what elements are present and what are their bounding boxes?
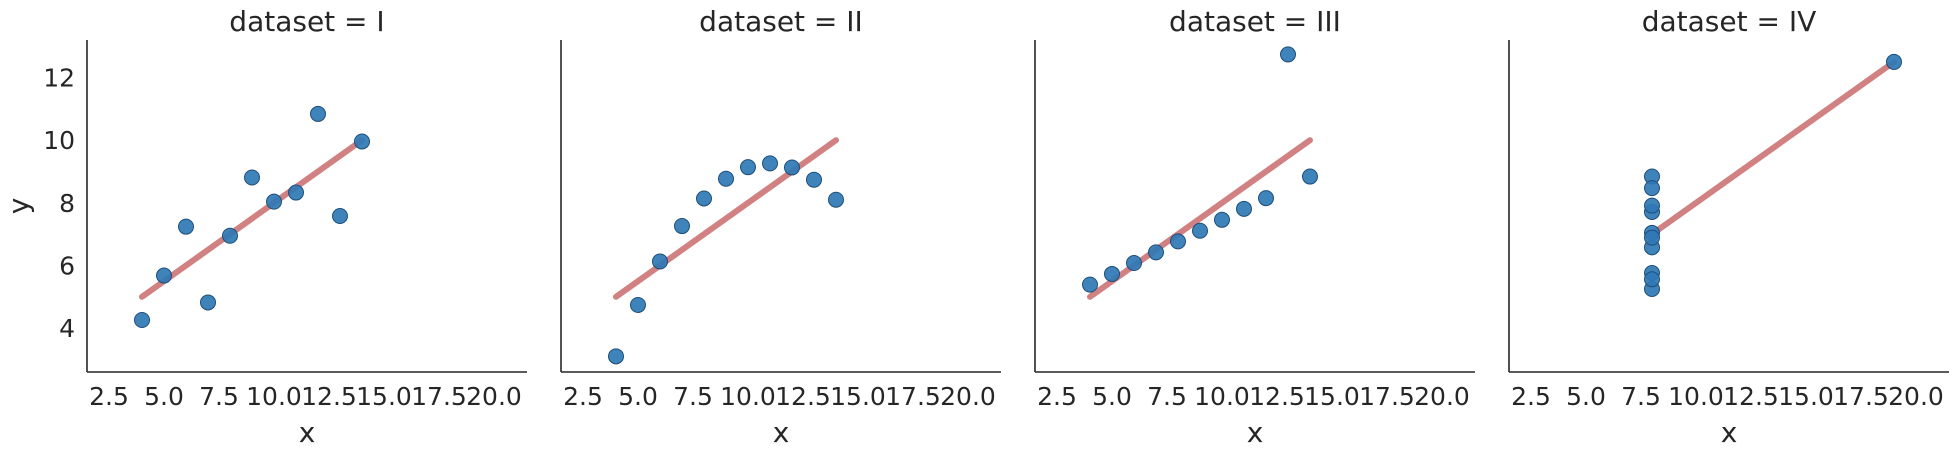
panel-4-x-tick-label: 10.0 <box>1668 382 1724 411</box>
panel-1-y-tick-label: 12 <box>43 64 75 93</box>
panel-4-x-tick-label: 12.5 <box>1723 382 1779 411</box>
panel-3-x-tick-label: 2.5 <box>1037 382 1077 411</box>
panel-3-point <box>1126 255 1142 272</box>
panel-3-point <box>1258 190 1274 207</box>
panel-3-x-tick-label: 15.0 <box>1304 382 1360 411</box>
panel-1-point <box>244 169 260 186</box>
panel-4-point <box>1886 53 1902 70</box>
panel-4-x-tick-label: 2.5 <box>1511 382 1551 411</box>
panel-2-point <box>652 253 668 270</box>
panel-2-point <box>608 348 624 365</box>
panel-1-y-tick-label: 6 <box>59 252 75 281</box>
panel-4-point <box>1644 197 1660 214</box>
panel-4-point <box>1644 180 1660 197</box>
panel-2-point <box>740 159 756 176</box>
panel-3-point <box>1214 211 1230 228</box>
panel-2-point <box>784 159 800 176</box>
panel-3-point <box>1280 46 1296 63</box>
panel-1-fit-line <box>139 137 365 300</box>
panel-2-point <box>718 170 734 187</box>
panel-2-x-tick-label: 10.0 <box>720 382 776 411</box>
panel-2-x-tick-label: 5.0 <box>618 382 658 411</box>
panel-4-x-tick-label: 7.5 <box>1621 382 1661 411</box>
panel-1-x-tick-label: 20.0 <box>466 382 522 411</box>
panel-1-point <box>332 208 348 225</box>
panel-3-x-tick-label: 5.0 <box>1092 382 1132 411</box>
panel-3-point <box>1170 233 1186 250</box>
panel-3-point <box>1082 276 1098 293</box>
panel-1-x-tick-label: 5.0 <box>144 382 184 411</box>
panel-1-x-tick-label: 12.5 <box>301 382 357 411</box>
panel-1-x-tick-label: 2.5 <box>89 382 129 411</box>
panel-2-x-tick-label: 12.5 <box>775 382 831 411</box>
panel-1-point <box>134 312 150 329</box>
panel-1-x-tick-label: 15.0 <box>356 382 412 411</box>
panel-2-x-tick-label: 7.5 <box>673 382 713 411</box>
panel-1-x-tick-label: 7.5 <box>199 382 239 411</box>
panel-1-y-tick-label: 8 <box>59 189 75 218</box>
panel-1-x-tick-label: 10.0 <box>246 382 302 411</box>
panel-3-x-tick-label: 12.5 <box>1249 382 1305 411</box>
panel-4-x-tick-label: 17.5 <box>1833 382 1889 411</box>
panel-2-point <box>762 155 778 172</box>
panel-1-point <box>200 294 216 311</box>
panel-4-x-tick-label: 5.0 <box>1566 382 1606 411</box>
panel-1-x-axis-label: x <box>299 416 316 449</box>
panel-2-point <box>828 191 844 208</box>
panel-3-point <box>1236 200 1252 217</box>
panel-1-point <box>156 267 172 284</box>
panel-1-point <box>310 105 326 122</box>
panel-1-point <box>288 184 304 201</box>
panel-2-x-tick-label: 15.0 <box>830 382 886 411</box>
panel-4-x-tick-label: 20.0 <box>1888 382 1944 411</box>
panel-2-x-axis-label: x <box>773 416 790 449</box>
panel-3-point <box>1192 222 1208 239</box>
panel-1-point <box>266 193 282 210</box>
panel-1-point <box>178 218 194 235</box>
panel-3-x-tick-label: 17.5 <box>1359 382 1415 411</box>
panel-4-x-axis-label: x <box>1721 416 1738 449</box>
panel-4-point <box>1644 229 1660 246</box>
panel-1-point <box>354 133 370 150</box>
panel-2-x-tick-label: 20.0 <box>940 382 996 411</box>
panel-1-y-tick-label: 10 <box>43 126 75 155</box>
panel-1-title: dataset = I <box>229 5 384 38</box>
panel-2-x-tick-label: 17.5 <box>885 382 941 411</box>
panel-3-title: dataset = III <box>1169 5 1341 38</box>
panel-3-point <box>1104 265 1120 282</box>
y-axis-label: y <box>2 198 35 215</box>
panel-2-point <box>630 296 646 313</box>
panel-2-point <box>696 190 712 207</box>
panel-1-point <box>222 227 238 244</box>
panel-4-title: dataset = IV <box>1642 5 1817 38</box>
panel-4-fit-line <box>1649 58 1897 238</box>
panel-3-x-tick-label: 7.5 <box>1147 382 1187 411</box>
panel-4-x-tick-label: 15.0 <box>1778 382 1834 411</box>
panel-3-point <box>1148 244 1164 261</box>
panel-2-x-tick-label: 2.5 <box>563 382 603 411</box>
panel-3-x-tick-label: 10.0 <box>1194 382 1250 411</box>
panel-2-title: dataset = II <box>699 5 863 38</box>
panel-4-point <box>1644 271 1660 288</box>
panel-2-point <box>674 218 690 235</box>
panel-3-fit-line <box>1087 137 1313 300</box>
panel-1-x-tick-label: 17.5 <box>411 382 467 411</box>
panel-2-fit-line <box>613 137 839 300</box>
panel-2-point <box>806 171 822 188</box>
panel-3-x-axis-label: x <box>1247 416 1264 449</box>
panel-3-point <box>1302 168 1318 185</box>
panel-3-x-tick-label: 20.0 <box>1414 382 1470 411</box>
panel-1-y-tick-label: 4 <box>59 314 75 343</box>
